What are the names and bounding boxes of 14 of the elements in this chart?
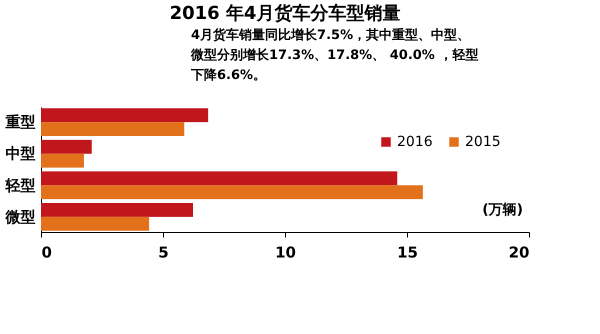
y-tick-label: 重型 [4,113,36,132]
text: 4月货车销量同比增长7.5%，其中重型、中型、微型分别增长17.3%、17.8%、 40.0% ，轻型下降6.6%。 [190,27,478,83]
x-tick-label: 0 [42,244,52,262]
y-tick-label: 中型 [6,144,36,163]
y-tick-label: 轻型 [4,176,36,194]
legend-label: 2016 [397,134,433,150]
y-tick-label: 微型 [4,208,36,226]
x-tick-label: 5 [158,244,169,262]
x-tick-label: 20 [508,244,530,262]
x-tick-label: 15 [397,244,418,262]
legend-label: 2015 [465,134,501,150]
annotation: (万辆) [482,202,523,218]
x-tick-label: 10 [275,244,296,262]
chart-title: 2016 年4月货车分车型销量 [170,3,400,24]
